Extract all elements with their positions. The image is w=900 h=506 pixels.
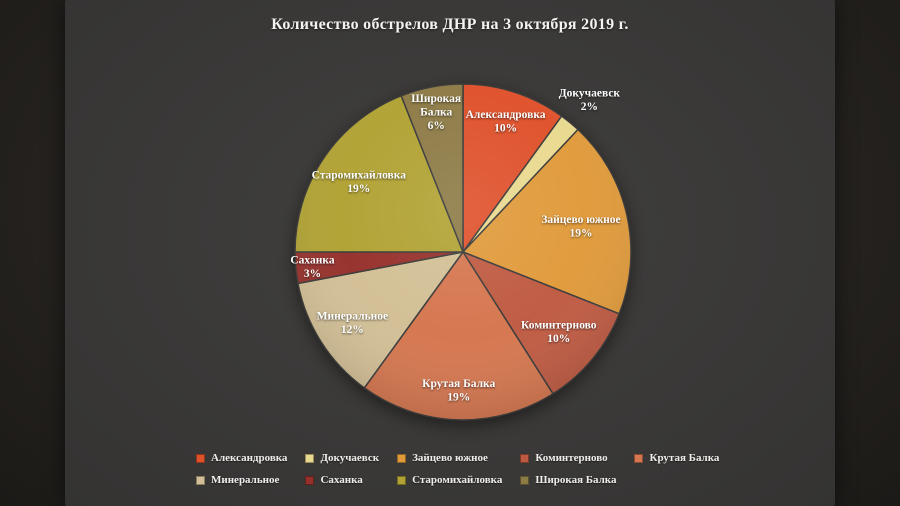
legend-item-kominternovo[interactable]: Коминтерново [520, 452, 616, 464]
legend-item-aleksandrovka[interactable]: Александровка [196, 452, 287, 464]
legend-label: Широкая Балка [535, 474, 617, 486]
legend-swatch [196, 475, 205, 485]
legend-label: Минеральное [211, 474, 280, 486]
legend-swatch [397, 475, 407, 485]
legend-label: Саханка [320, 474, 363, 486]
legend-swatch [520, 453, 530, 463]
legend-item-krutaya-balka[interactable]: Крутая Балка [634, 452, 719, 464]
pie-label-8: Старомихайловка 19% [312, 169, 407, 195]
pie-label-2: Докучаевск 2% [559, 88, 621, 114]
legend-swatch [196, 453, 205, 463]
legend-label: Александровка [211, 452, 288, 464]
legend-item-sakhanka[interactable]: Саханка [305, 474, 379, 486]
chart-title: Количество обстрелов ДНР на 3 октября 20… [271, 16, 629, 33]
legend-label: Старомихайловка [412, 474, 503, 486]
legend-label: Докучаевск [320, 452, 380, 464]
legend-item-dokuchaevsk[interactable]: Докучаевск [305, 452, 379, 464]
chart-legend: Александровка Докучаевск Зайцево южное К… [196, 452, 719, 486]
pie-label-1: Александровка 10% [466, 109, 546, 135]
legend-item-staromikhailovka[interactable]: Старомихайловка [397, 474, 502, 486]
legend-label: Коминтерново [535, 452, 608, 464]
legend-item-mineralnoe[interactable]: Минеральное [196, 474, 287, 486]
legend-swatch [520, 475, 530, 485]
legend-item-zaitsevo[interactable]: Зайцево южное [397, 452, 502, 464]
pie-label-4: Коминтерново 10% [521, 320, 597, 346]
legend-swatch [305, 453, 315, 463]
legend-label: Зайцево южное [412, 452, 488, 464]
legend-swatch [634, 453, 644, 463]
pie-label-9: Широкая Балка 6% [411, 93, 461, 132]
legend-swatch [305, 475, 315, 485]
legend-swatch [397, 453, 407, 463]
pie-label-6: Минеральное 12% [317, 311, 388, 337]
pie-label-3: Зайцево южное 19% [541, 214, 620, 240]
pie-label-7: Саханка 3% [290, 255, 334, 281]
legend-label: Крутая Балка [649, 452, 720, 464]
legend-item-shirokaya-balka[interactable]: Широкая Балка [520, 474, 616, 486]
pie-label-5: Крутая Балка 19% [422, 378, 495, 404]
